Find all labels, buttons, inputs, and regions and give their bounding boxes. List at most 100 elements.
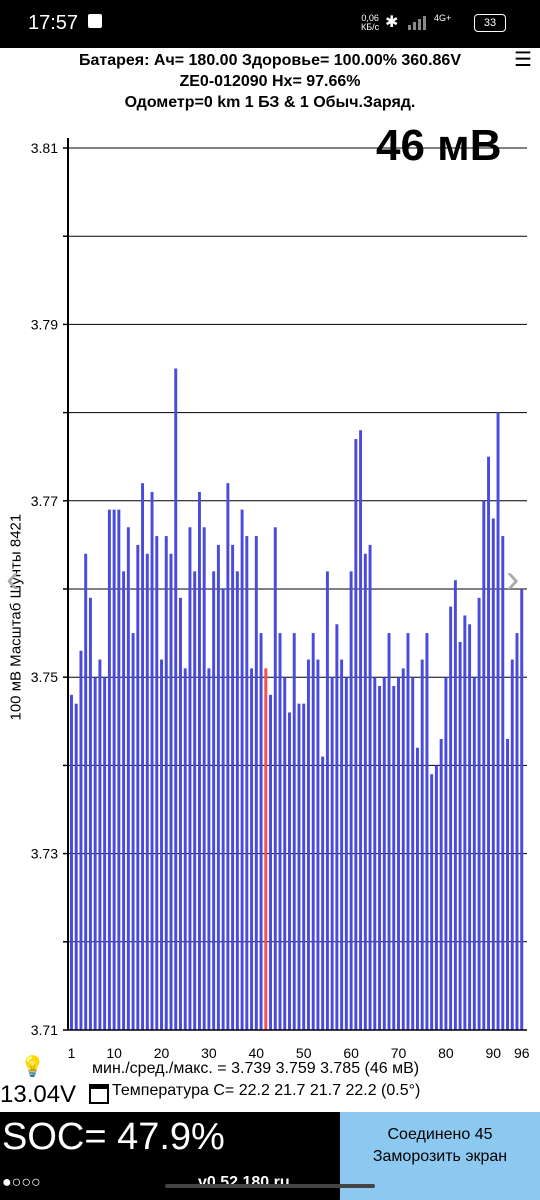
bar: [88, 597, 92, 1030]
bar: [145, 553, 149, 1030]
y-tick-label: 3.79: [31, 316, 58, 332]
bar: [207, 668, 211, 1030]
bar: [202, 527, 206, 1030]
bulb-icon[interactable]: 💡: [20, 1056, 45, 1078]
bar: [103, 677, 107, 1030]
bar: [174, 368, 178, 1030]
bar: [359, 430, 363, 1030]
bar: [183, 668, 187, 1030]
bar: [297, 703, 301, 1030]
bar: [397, 677, 400, 1030]
bar: [458, 641, 462, 1030]
cell-voltage-chart: 3.81 3.79 3.77 3.75 3.73 3.71 1 10 20 30 40 50 60 70 8…: [31, 138, 530, 1060]
bar: [164, 536, 168, 1030]
battery-icon: 33: [474, 14, 506, 32]
battery-header: Батарея: Ач= 180.00 Здоровье= 100.00% 36…: [0, 50, 540, 113]
connect-status: Соединено 45: [387, 1126, 493, 1143]
bar: [107, 509, 111, 1030]
header-line-2: ZE0-012090 Нх= 97.66%: [179, 73, 361, 90]
bar: [468, 624, 472, 1030]
stats-line: мин./сред./макс. = 3.739 3.759 3.785 (46…: [92, 1060, 420, 1077]
bar: [235, 571, 239, 1030]
bar: [212, 571, 216, 1030]
bar: [425, 633, 429, 1030]
bar: [316, 659, 320, 1030]
bar: [439, 738, 443, 1030]
bar: [387, 633, 391, 1030]
bar: [420, 659, 424, 1030]
bar: [197, 491, 201, 1031]
bar: [406, 633, 410, 1030]
y-tick-label: 3.73: [31, 846, 58, 862]
bar: [311, 633, 315, 1030]
bar: [415, 747, 419, 1030]
y-tick-label: 3.77: [31, 493, 58, 509]
bar: [245, 536, 249, 1030]
bar: [98, 659, 102, 1030]
bar: [93, 677, 97, 1030]
bar: [515, 633, 519, 1030]
bar: [150, 491, 154, 1031]
bar: [491, 518, 495, 1030]
bar: [131, 633, 135, 1030]
x-tick-label: 80: [438, 1045, 454, 1060]
bar: [136, 544, 140, 1030]
bar: [117, 509, 121, 1030]
bar: [269, 694, 273, 1030]
y-axis-label-wrap: 100 мВ Масштаб Шунты 8421: [4, 513, 28, 721]
x-tick-label: 40: [249, 1045, 265, 1060]
bar: [126, 527, 130, 1030]
bar: [344, 677, 348, 1030]
bar: [349, 571, 353, 1030]
bar: [411, 677, 415, 1030]
bar: [373, 677, 377, 1030]
bar: [264, 668, 268, 1030]
bar: [477, 597, 481, 1030]
bar: [288, 712, 291, 1030]
bar: [368, 544, 372, 1030]
bar: [155, 536, 159, 1030]
bluetooth-icon: ✱: [385, 14, 399, 31]
x-tick-label: 96: [514, 1045, 530, 1060]
y-axis-label: 100 мВ Масштаб Шунты 8421: [7, 513, 25, 721]
bar: [292, 633, 296, 1030]
bar: [472, 677, 476, 1030]
x-tick-label: 10: [106, 1045, 122, 1060]
x-tick-label: 1: [68, 1045, 76, 1060]
bar: [188, 527, 192, 1030]
y-tick-label: 3.71: [31, 1022, 58, 1038]
header-line-3: Одометр=0 km 1 БЗ & 1 Обыч.Заряд.: [124, 94, 416, 111]
bar: [453, 580, 457, 1030]
x-tick-label: 70: [391, 1045, 407, 1060]
next-arrow-icon[interactable]: ›: [506, 557, 520, 601]
soc-value: SOC= 47.9%: [2, 1116, 225, 1158]
app-version: v0.52.180 ru: [198, 1174, 290, 1191]
bar: [501, 536, 505, 1030]
network-type: 4G+: [434, 13, 452, 23]
x-tick-label: 50: [296, 1045, 312, 1060]
bar: [325, 571, 329, 1030]
bar: [240, 509, 244, 1030]
bar: [340, 659, 344, 1030]
clock: 17:57: [28, 12, 79, 34]
gesture-bar[interactable]: [165, 1184, 375, 1188]
spread-value: 46 мВ: [376, 121, 502, 170]
bar: [306, 659, 310, 1030]
bar: [70, 694, 73, 1030]
y-tick-label: 3.75: [31, 669, 58, 685]
bar: [482, 500, 486, 1030]
bar: [273, 527, 277, 1030]
bar: [510, 659, 514, 1030]
menu-icon[interactable]: ☰: [514, 49, 532, 71]
bar: [378, 686, 382, 1030]
prev-arrow-icon[interactable]: ‹: [6, 557, 20, 601]
temperature-line: Температура С= 22.2 21.7 21.7 22.2 (0.5°…: [112, 1082, 421, 1099]
status-bar: 17:57 0,06 КБ/с ✱ 4G+ 33: [0, 0, 540, 48]
x-tick-label: 90: [486, 1045, 502, 1060]
bar: [392, 686, 396, 1030]
calendar-icon[interactable]: [89, 1084, 109, 1104]
bar: [487, 456, 491, 1030]
bar: [221, 589, 225, 1030]
bar: [335, 624, 339, 1030]
net-speed: 0,06 КБ/с: [361, 13, 380, 32]
